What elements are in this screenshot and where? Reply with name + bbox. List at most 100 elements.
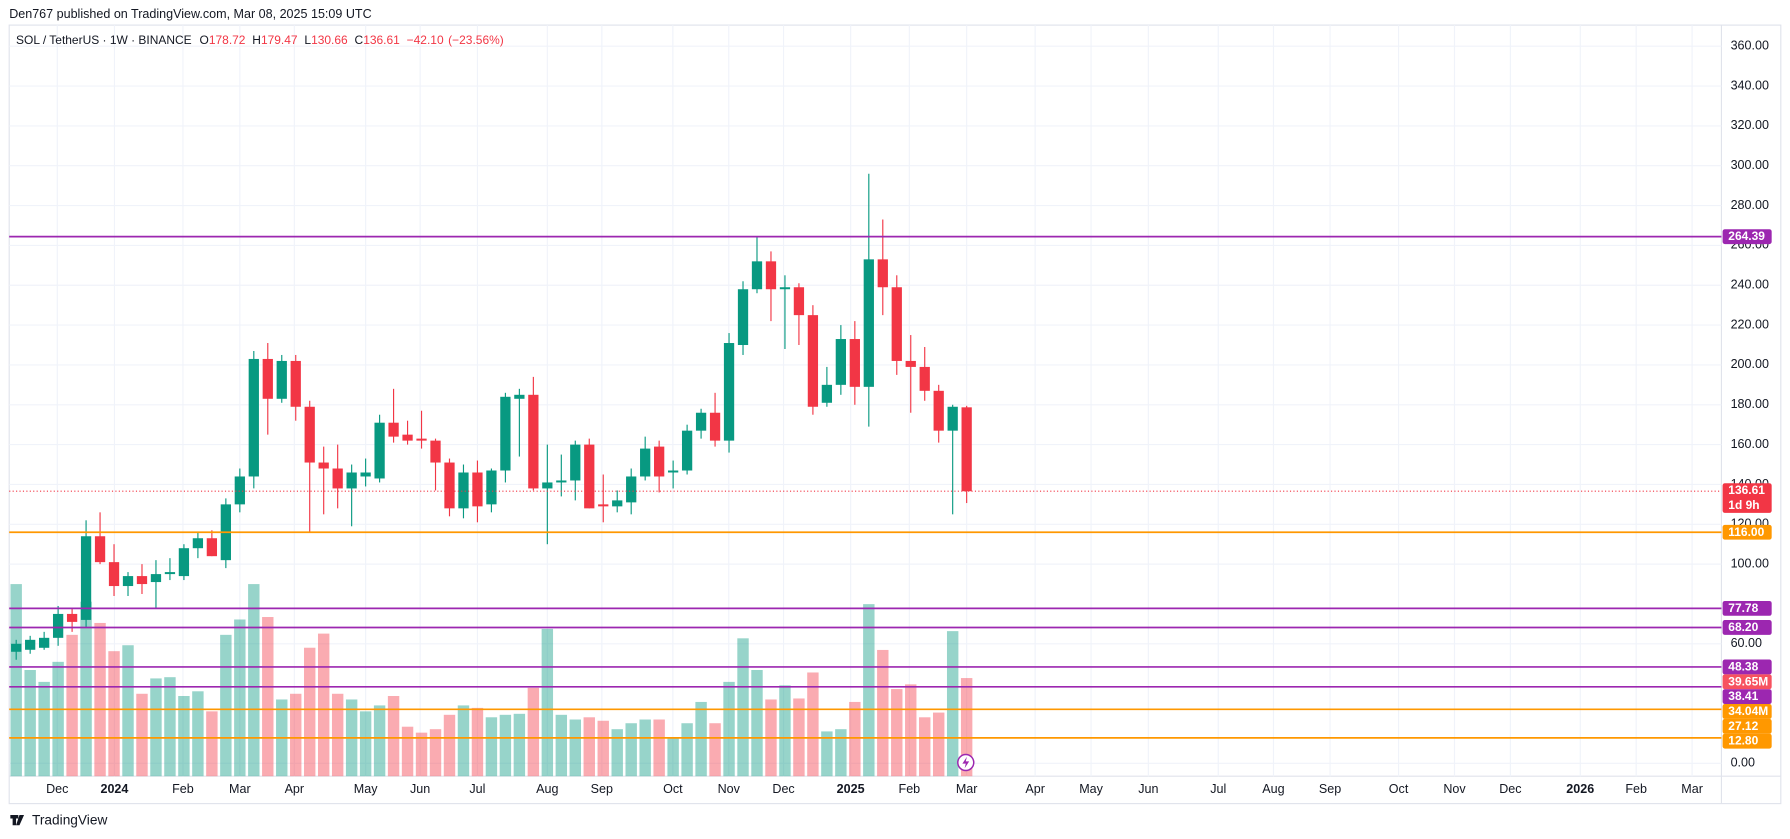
footer-logo: TradingView [10,812,107,827]
candle-body [556,480,567,483]
x-tick-label: Dec [772,782,794,796]
volume-bar [639,719,651,777]
volume-bar [849,701,861,777]
ohlc-value: 136.61 [363,33,400,47]
x-tick-label: Apr [285,782,305,796]
volume-bar [891,689,903,777]
x-tick-label: Mar [1681,782,1703,796]
volume-bar [737,638,749,777]
candle-body [164,572,176,575]
volume-label: 39.65M [1722,674,1772,690]
level-label-text: 77.78 [1728,601,1758,615]
candle-body [66,613,78,622]
candle-body [737,289,749,346]
volume-bar [946,631,959,777]
level-label-box [1722,733,1772,749]
volume-bar [471,707,484,777]
volume-bar [415,732,428,777]
x-tick-label: Jul [469,782,485,796]
level-label: 77.78 [1722,600,1772,616]
x-tick-label: Dec [1499,782,1521,796]
candle-body [961,407,972,492]
level-label-text: 264.39 [1728,229,1765,243]
candle-body [11,643,22,652]
candle-body [905,360,916,367]
volume-bar [262,617,274,777]
candle-body [654,446,665,477]
level-label-box [1722,600,1772,616]
x-tick-label: Sep [591,782,613,796]
candle-body [290,360,301,407]
volume-bar [597,720,609,777]
candle-body [52,613,64,638]
y-tick-label: 340.00 [1731,78,1769,92]
volume-bar [905,684,917,777]
x-tick-label: 2024 [100,782,128,796]
candle-body [136,576,148,585]
volume-bar [150,678,162,777]
volume-bar [513,713,526,777]
x-tick-label: Oct [1389,782,1409,796]
ohlc-value: 179.47 [261,33,298,47]
candle-body [793,287,805,316]
candle-body [234,476,245,505]
candle-body [765,261,777,290]
y-tick-label: 60.00 [1731,636,1762,650]
level-label: 48.38 [1722,659,1772,675]
candle-body [947,406,958,431]
candle-body [108,562,120,587]
candle-body [640,448,651,477]
volume-bar [443,714,456,777]
last-price-label-text: 136.61 [1728,483,1765,497]
candle-body [626,476,637,503]
volume-bar [220,634,232,777]
x-tick-label: Mar [229,782,251,796]
levels [9,235,1722,739]
ohlc-value: 178.72 [209,33,246,47]
volume-bar [290,693,302,777]
level-label-text: 48.38 [1728,659,1758,673]
volume-bar [24,670,36,777]
candle-body [695,412,707,431]
candle-body [863,259,874,387]
ohlc-value: 130.66 [311,33,348,47]
level-label-text: 116.00 [1728,525,1764,539]
volume-bar [387,695,400,777]
volume-bar [919,717,931,777]
volume-bar [569,719,581,777]
level-label: 116.00 [1722,525,1772,540]
volume-bar [863,604,875,777]
x-tick-label: Feb [899,782,921,796]
volume-bar [555,714,568,777]
candle-body [444,462,455,509]
symbol: SOL / TetherUS · 1W · BINANCE [16,33,192,47]
axes: 0.0060.00100.00120.00140.00160.00180.002… [46,39,1772,796]
change: −42.10 [407,33,444,47]
candle-body [514,394,525,399]
x-tick-label: Jun [1138,782,1158,796]
candle-body [681,430,693,471]
x-tick-label: Mar [956,782,978,796]
x-tick-label: Oct [663,782,683,796]
candle-body [528,394,539,489]
volume-bar [80,601,92,777]
volume-bar [248,584,260,777]
candle-body [779,287,791,290]
volume-label-box [1722,674,1772,690]
ohlc-key: O [200,33,209,47]
volume-bar [331,693,344,777]
volume-bar [234,619,246,777]
volume-bar [723,681,735,777]
candle-body [584,444,595,509]
candle-body [751,261,763,290]
volume-bar [178,695,190,777]
volume-bar [695,701,707,777]
volume-bar [541,628,554,777]
volume-bar [66,634,78,777]
ohlc: O178.72 H179.47 L130.66 C136.61 −42.10 (−23.5… [200,33,504,47]
candle-body [192,538,204,549]
volume-ma-label: 34.04M [1722,704,1772,719]
volume-bar [583,717,595,777]
y-tick-label: 240.00 [1731,278,1769,292]
